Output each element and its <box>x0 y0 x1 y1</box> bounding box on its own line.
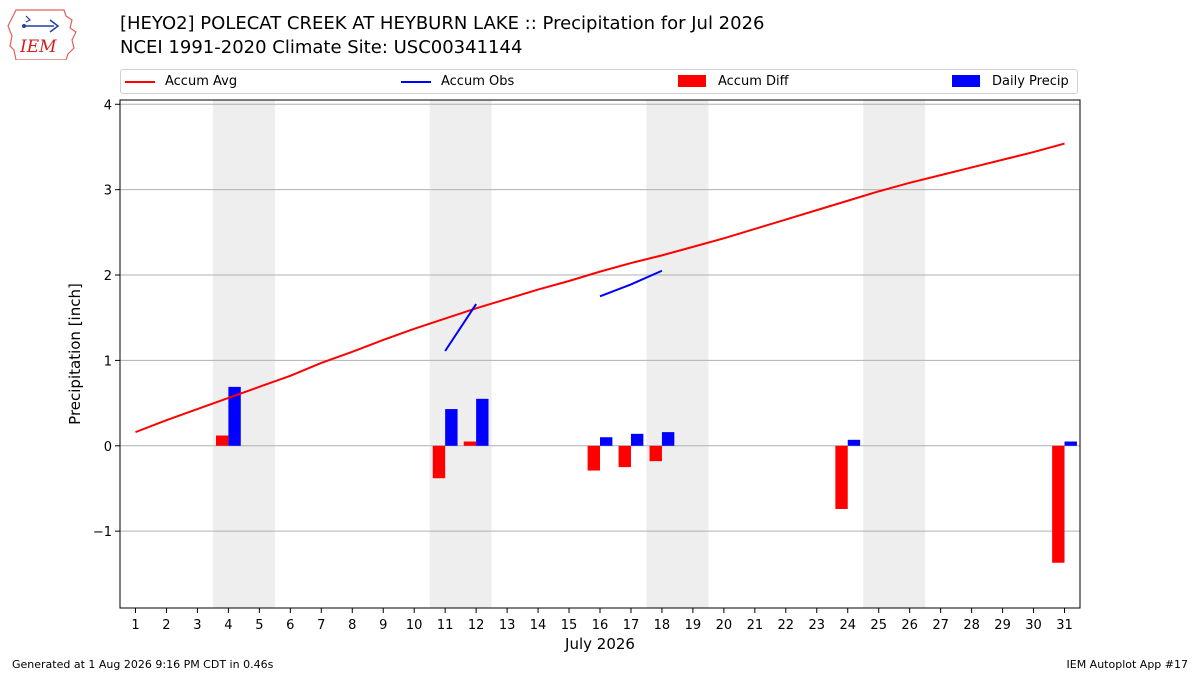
accum-diff-bar <box>1052 445 1065 563</box>
legend-label-accum-obs: Accum Obs <box>441 74 515 89</box>
x-tick-label: 29 <box>994 618 1011 633</box>
y-axis-label: Precipitation [inch] <box>66 283 84 425</box>
y-tick-label: 2 <box>104 269 112 284</box>
logo-text: IEM <box>19 37 57 57</box>
x-tick-label: 10 <box>406 618 423 633</box>
accum-diff-bar <box>835 445 848 509</box>
accum-diff-bar <box>432 445 446 479</box>
x-tick-label: 8 <box>348 618 356 633</box>
x-tick-label: 7 <box>317 618 325 633</box>
x-tick-label: 23 <box>809 618 826 633</box>
x-tick-label: 25 <box>870 618 887 633</box>
x-tick-label: 5 <box>255 618 263 633</box>
x-tick-label: 4 <box>224 618 232 633</box>
daily-precip-bar <box>847 439 861 446</box>
daily-precip-bar <box>600 437 613 446</box>
daily-precip-bar <box>630 433 644 446</box>
legend-swatch-daily-precip <box>952 75 980 87</box>
x-tick-label: 12 <box>468 618 485 633</box>
x-tick-label: 30 <box>1025 618 1042 633</box>
x-tick-label: 2 <box>162 618 170 633</box>
lines <box>135 142 1065 434</box>
bars <box>216 386 1077 563</box>
accum-diff-bar <box>216 435 229 446</box>
legend-label-daily-precip: Daily Precip <box>992 74 1069 89</box>
x-tick-label: 14 <box>530 618 547 633</box>
app-label: IEM Autoplot App #17 <box>1066 658 1189 671</box>
x-tick-label: 26 <box>901 618 918 633</box>
y-tick-label: 3 <box>104 184 112 199</box>
x-tick-label: 15 <box>561 618 578 633</box>
daily-precip-bar <box>1064 441 1077 446</box>
chart-title: [HEYO2] POLECAT CREEK AT HEYBURN LAKE ::… <box>120 13 765 34</box>
weekend-band-3 <box>863 100 926 608</box>
accum-obs-line-1 <box>599 269 663 298</box>
daily-precip-bar <box>476 398 489 446</box>
weekend-band-2 <box>646 100 709 608</box>
x-tick-label: 13 <box>499 618 516 633</box>
x-tick-label: 24 <box>839 618 856 633</box>
legend-label-accum-avg: Accum Avg <box>165 74 238 89</box>
y-tick-label: 4 <box>104 98 112 113</box>
y-tick-label: 0 <box>104 440 112 455</box>
accum-obs-line-0 <box>444 303 477 352</box>
accum-diff-bar <box>587 445 600 471</box>
x-axis-ticks: 1 2 3 4 5 6 7 8 9 10 11 12 13 14 15 16 17 18 19 20 21 22 23 24 2… <box>131 608 1073 633</box>
y-axis-ticks: −1 0 1 2 3 4 <box>93 98 120 540</box>
legend: Accum Avg Accum Obs Accum Diff Daily Pre… <box>120 69 1078 94</box>
daily-precip-bar <box>445 409 458 446</box>
x-tick-label: 18 <box>654 618 671 633</box>
legend-label-accum-diff: Accum Diff <box>718 74 789 89</box>
weekend-band-0 <box>212 100 275 608</box>
y-tick-label: −1 <box>93 525 112 540</box>
accum-diff-bar <box>649 445 662 462</box>
daily-precip-bar <box>661 432 675 446</box>
x-tick-label: 9 <box>379 618 387 633</box>
x-tick-label: 20 <box>716 618 733 633</box>
daily-precip-bar <box>228 386 241 446</box>
x-axis-label: July 2026 <box>565 635 635 653</box>
weekend-shading <box>212 100 926 608</box>
y-tick-label: 1 <box>104 354 112 369</box>
legend-swatch-accum-obs <box>401 81 431 83</box>
x-tick-label: 1 <box>131 618 139 633</box>
generated-note: Generated at 1 Aug 2026 9:16 PM CDT in 0… <box>12 658 274 671</box>
x-tick-label: 28 <box>963 618 980 633</box>
x-tick-label: 17 <box>623 618 640 633</box>
x-tick-label: 16 <box>592 618 609 633</box>
x-tick-label: 22 <box>778 618 795 633</box>
iem-logo: IEM <box>7 9 77 60</box>
legend-swatch-accum-diff <box>678 75 706 87</box>
x-tick-label: 31 <box>1056 618 1073 633</box>
x-tick-label: 6 <box>286 618 294 633</box>
accum-diff-bar <box>463 441 477 446</box>
legend-swatch-accum-avg <box>125 81 155 83</box>
accum-diff-bar <box>618 445 631 468</box>
x-tick-label: 21 <box>747 618 764 633</box>
x-tick-label: 19 <box>685 618 702 633</box>
accum-avg-line <box>135 142 1065 434</box>
chart-subtitle: NCEI 1991-2020 Climate Site: USC00341144 <box>120 37 523 58</box>
x-tick-label: 3 <box>193 618 201 633</box>
weekend-band-1 <box>429 100 492 608</box>
x-tick-label: 27 <box>932 618 949 633</box>
x-tick-label: 11 <box>437 618 454 633</box>
